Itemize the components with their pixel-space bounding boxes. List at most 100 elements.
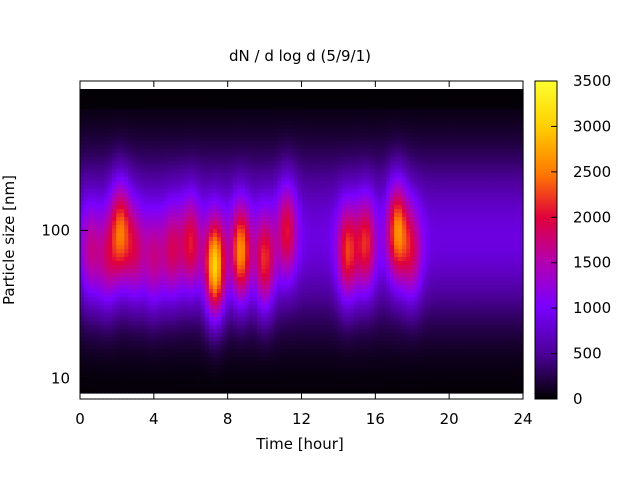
heatmap-cell	[168, 313, 174, 318]
heatmap-cell	[325, 273, 331, 278]
heatmap-cell	[241, 205, 246, 210]
heatmap-cell	[108, 185, 113, 190]
heatmap-cell	[80, 173, 85, 178]
heatmap-cell	[325, 201, 331, 206]
heatmap-cell	[172, 373, 178, 378]
heatmap-cell	[301, 197, 307, 202]
heatmap-cell	[253, 125, 258, 130]
heatmap-cell	[337, 377, 343, 382]
heatmap-cell	[325, 345, 331, 350]
heatmap-cell	[180, 273, 186, 278]
heatmap-cell	[164, 273, 170, 278]
heatmap-cell	[112, 241, 117, 246]
heatmap-cell	[108, 169, 113, 174]
heatmap-cell	[132, 161, 137, 166]
heatmap-cell	[297, 145, 303, 150]
heatmap-cell	[112, 269, 117, 274]
heatmap-cell	[329, 329, 335, 334]
heatmap-cell	[116, 93, 121, 98]
heatmap-cell	[116, 349, 121, 354]
heatmap-cell	[233, 337, 238, 342]
heatmap-cell	[148, 161, 154, 166]
heatmap-cell	[116, 109, 121, 114]
heatmap-cell	[160, 273, 166, 278]
heatmap-cell	[128, 321, 133, 326]
heatmap-cell	[245, 361, 250, 366]
heatmap-cell	[289, 273, 295, 278]
heatmap-cell	[301, 201, 307, 206]
heatmap-cell	[305, 265, 311, 270]
heatmap-cell	[132, 257, 137, 262]
heatmap-cell	[253, 129, 258, 134]
heatmap-cell	[116, 221, 121, 226]
heatmap-cell	[337, 217, 343, 222]
heatmap-cell	[241, 257, 246, 262]
heatmap-cell	[164, 161, 170, 166]
heatmap-cell	[116, 389, 121, 394]
heatmap-cell	[200, 205, 206, 210]
heatmap-cell	[188, 169, 194, 174]
heatmap-cell	[289, 189, 295, 194]
heatmap-cell	[152, 169, 158, 174]
heatmap-cell	[176, 177, 182, 182]
heatmap-cell	[305, 389, 311, 394]
heatmap-cell	[188, 141, 194, 146]
heatmap-cell	[92, 137, 97, 142]
heatmap-cell	[104, 317, 109, 322]
heatmap-cell	[245, 229, 250, 234]
heatmap-cell	[120, 245, 125, 250]
heatmap-cell	[144, 193, 150, 198]
heatmap-cell	[84, 341, 89, 346]
heatmap-cell	[164, 253, 170, 258]
heatmap-cell	[325, 221, 331, 226]
heatmap-cell	[184, 373, 190, 378]
heatmap-cell	[128, 213, 133, 218]
heatmap-cell	[144, 141, 150, 146]
heatmap-cell	[212, 153, 218, 158]
heatmap-cell	[192, 125, 198, 130]
heatmap-cell	[269, 105, 274, 110]
heatmap-cell	[164, 101, 170, 106]
heatmap-cell	[104, 221, 109, 226]
heatmap-cell	[96, 297, 101, 302]
heatmap-cell	[285, 257, 291, 262]
heatmap-cell	[92, 117, 97, 122]
heatmap-cell	[152, 317, 158, 322]
heatmap-cell	[257, 269, 262, 274]
heatmap-cell	[216, 141, 222, 146]
heatmap-cell	[333, 341, 339, 346]
heatmap-cell	[305, 277, 311, 282]
heatmap-cell	[184, 141, 190, 146]
heatmap-cell	[289, 249, 295, 254]
heatmap-cell	[212, 213, 218, 218]
heatmap-cell	[333, 373, 339, 378]
heatmap-cell	[249, 225, 254, 230]
heatmap-cell	[289, 333, 295, 338]
heatmap-cell	[176, 325, 182, 330]
heatmap-cell	[208, 133, 214, 138]
heatmap-cell	[321, 173, 327, 178]
heatmap-cell	[305, 177, 311, 182]
heatmap-cell	[200, 101, 206, 106]
heatmap-cell	[136, 141, 142, 146]
heatmap-cell	[241, 165, 246, 170]
heatmap-cell	[333, 389, 339, 394]
heatmap-cell	[249, 157, 254, 162]
heatmap-cell	[237, 205, 242, 210]
heatmap-cell	[120, 121, 125, 126]
heatmap-cell	[192, 201, 198, 206]
heatmap-cell	[233, 321, 238, 326]
heatmap-cell	[325, 305, 331, 310]
heatmap-cell	[229, 213, 234, 218]
heatmap-cell	[128, 105, 133, 110]
heatmap-cell	[224, 237, 230, 242]
heatmap-cell	[88, 261, 93, 266]
heatmap-cell	[132, 341, 137, 346]
heatmap-cell	[285, 297, 291, 302]
heatmap-cell	[172, 141, 178, 146]
heatmap-cell	[229, 209, 234, 214]
heatmap-cell	[172, 341, 178, 346]
heatmap-cell	[212, 317, 218, 322]
heatmap-cell	[216, 189, 222, 194]
